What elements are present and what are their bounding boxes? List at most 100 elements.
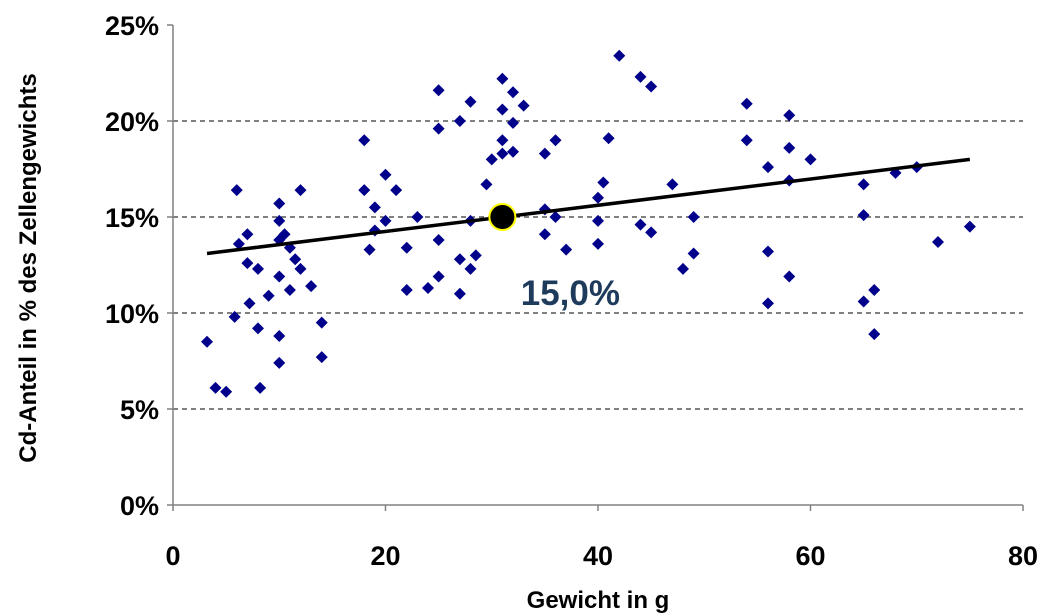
data-point	[315, 351, 328, 364]
data-point	[305, 280, 318, 293]
data-point	[254, 381, 267, 394]
data-point	[740, 134, 753, 147]
data-point	[687, 247, 700, 260]
data-point	[262, 289, 275, 302]
data-point	[783, 141, 796, 154]
data-point	[687, 211, 700, 223]
data-point	[783, 109, 796, 122]
data-point	[507, 145, 519, 158]
data-point	[252, 322, 264, 335]
highlight-point	[488, 203, 517, 231]
data-point	[592, 191, 604, 204]
data-point	[762, 245, 774, 258]
x-tick-label: 0	[165, 541, 180, 571]
data-point	[464, 262, 477, 275]
y-tick-labels: 0% 5% 10% 15% 20% 25%	[105, 11, 173, 521]
data-point	[294, 184, 307, 197]
data-point	[400, 241, 413, 254]
data-point	[538, 147, 551, 160]
data-point	[496, 134, 509, 147]
data-point	[597, 176, 610, 189]
y-tick-label: 10%	[105, 299, 159, 329]
data-point	[666, 178, 679, 191]
data-point	[273, 270, 286, 283]
data-point	[517, 99, 530, 112]
data-point	[273, 356, 286, 369]
data-point	[480, 178, 493, 191]
data-point	[549, 134, 562, 147]
data-point	[379, 168, 392, 181]
data-point	[400, 283, 413, 296]
data-point	[868, 328, 881, 341]
data-point	[453, 253, 466, 266]
data-point	[932, 235, 944, 248]
data-point	[549, 211, 562, 223]
data-point	[507, 116, 519, 129]
x-tick-labels: 0 20 40 60 80	[165, 505, 1038, 571]
data-point	[228, 310, 241, 323]
data-point	[496, 147, 509, 160]
y-tick-label: 0%	[120, 491, 159, 521]
data-point	[315, 316, 328, 329]
data-point	[273, 197, 286, 210]
data-point	[762, 161, 774, 174]
data-point	[857, 295, 870, 308]
y-tick-label: 5%	[120, 395, 159, 425]
x-tick-label: 80	[1008, 541, 1038, 571]
data-point	[740, 97, 753, 110]
data-point	[592, 214, 604, 227]
highlight-label: 15,0%	[521, 274, 620, 313]
data-point	[645, 80, 658, 93]
data-point	[804, 153, 817, 166]
data-point	[273, 214, 286, 227]
data-point	[645, 226, 658, 239]
data-point	[602, 132, 615, 145]
data-point	[201, 335, 213, 348]
data-point	[485, 153, 498, 166]
data-point	[232, 237, 245, 250]
data-point	[230, 184, 243, 197]
data-point	[241, 257, 254, 270]
data-point	[422, 282, 434, 295]
data-point	[283, 283, 296, 296]
data-point	[278, 228, 291, 241]
data-point	[273, 330, 286, 343]
data-point	[363, 243, 376, 256]
data-point	[453, 115, 466, 127]
data-point	[411, 211, 424, 223]
data-point	[613, 49, 626, 62]
data-point	[783, 270, 796, 283]
x-tick-label: 40	[583, 541, 613, 571]
data-point	[432, 234, 445, 247]
data-point	[453, 287, 466, 300]
data-point	[538, 228, 551, 241]
data-point	[560, 243, 573, 256]
data-point	[963, 220, 976, 233]
y-tick-label: 25%	[105, 11, 159, 41]
data-point	[243, 297, 256, 310]
data-point	[857, 178, 870, 191]
data-point	[358, 134, 371, 147]
data-point	[634, 70, 647, 83]
data-point	[432, 84, 445, 97]
y-tick-label: 20%	[105, 107, 159, 137]
data-point	[634, 218, 647, 231]
data-point	[496, 103, 509, 116]
x-axis-title: Gewicht in g	[527, 587, 670, 613]
data-point	[496, 72, 509, 85]
data-point	[368, 201, 381, 214]
data-point	[358, 184, 371, 197]
data-point	[677, 262, 689, 275]
data-point	[592, 237, 604, 250]
data-point	[241, 228, 254, 241]
data-point	[379, 214, 392, 227]
y-tick-label: 15%	[105, 203, 159, 233]
data-point	[507, 86, 519, 99]
data-point	[432, 122, 445, 135]
x-tick-label: 60	[795, 541, 825, 571]
y-axis-title: Cd-Anteil in % des Zellengewichts	[15, 73, 42, 462]
data-point	[294, 262, 307, 275]
data-point	[390, 184, 403, 197]
trendline	[206, 157, 971, 256]
